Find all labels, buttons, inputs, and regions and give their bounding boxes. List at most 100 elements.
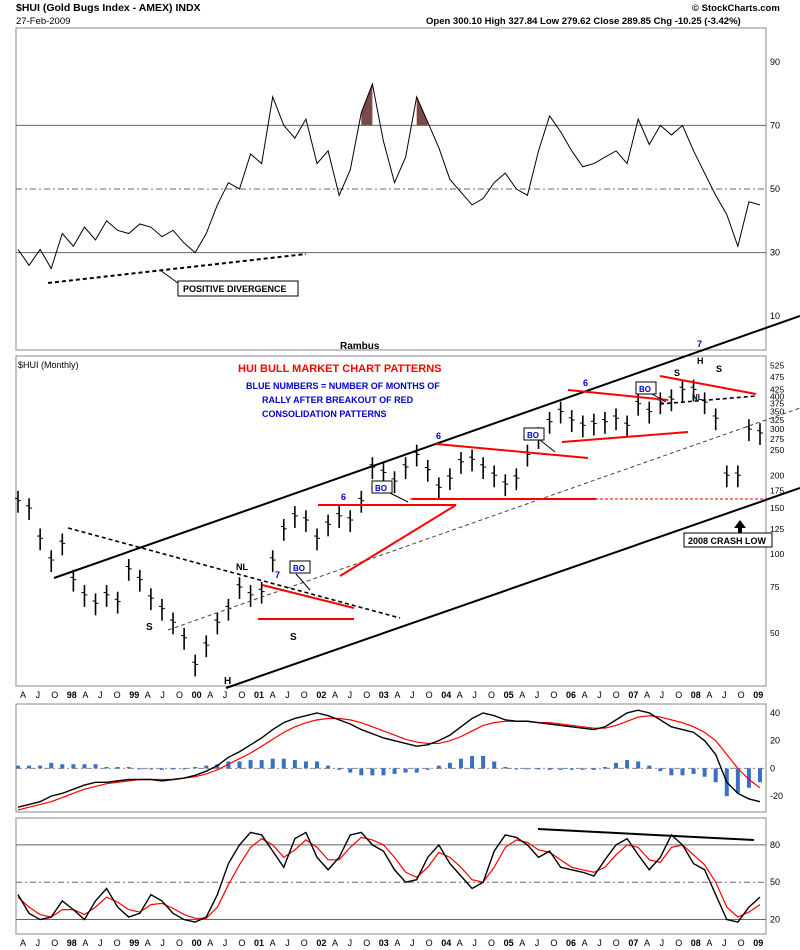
price-x-tick-label: A xyxy=(332,690,338,700)
macd-histogram-bar xyxy=(591,768,596,770)
price-x-tick-label: J xyxy=(597,690,602,700)
rsi-top-line xyxy=(17,82,761,270)
breakout-label: BO xyxy=(527,431,539,440)
price-tick-label: 475 xyxy=(770,372,784,382)
crash-low-box xyxy=(683,532,773,548)
rsi-bottom-panel-frame xyxy=(15,817,767,935)
breakout-box xyxy=(371,480,393,494)
rsi-bottom-x-tick-label: J xyxy=(36,938,41,948)
consolidation-pattern-line xyxy=(659,375,757,395)
rsi-bottom-x-tick-label: A xyxy=(519,938,525,948)
price-tick-label: 175 xyxy=(770,485,784,495)
macd-histogram-bar xyxy=(436,765,441,769)
price-x-tick-label: 98 xyxy=(67,690,77,700)
channel-upper-line xyxy=(53,315,800,579)
price-x-tick-label: J xyxy=(722,690,727,700)
bearish-divergence-line xyxy=(537,828,755,841)
price-tick-label: 525 xyxy=(770,360,784,370)
right-shoulder-label: S xyxy=(290,632,297,643)
price-layer: $HUI (Monthly)50751001251501752002502753… xyxy=(15,315,800,700)
crash-low-label: 2008 CRASH LOW xyxy=(688,536,767,546)
neckline-label-2008: NL xyxy=(692,393,703,402)
months-count-label: 6 xyxy=(583,378,588,388)
top-right-shoulder-label: S xyxy=(716,364,722,374)
macd-line xyxy=(17,709,761,808)
ohlc-readout: Open 300.10 High 327.84 Low 279.62 Close… xyxy=(426,16,741,27)
price-x-tick-label: 04 xyxy=(441,690,451,700)
price-tick-label: 325 xyxy=(770,415,784,425)
rsi-top-tick-label: 70 xyxy=(770,120,780,130)
price-x-tick-label: J xyxy=(160,690,165,700)
rsi-bottom-x-tick-label: 00 xyxy=(192,938,202,948)
rsi-bottom-x-tick-label: J xyxy=(285,938,290,948)
price-x-tick-label: J xyxy=(223,690,228,700)
price-tick-label: 50 xyxy=(770,628,780,638)
price-x-tick-label: O xyxy=(550,690,557,700)
price-x-tick-label: A xyxy=(644,690,650,700)
macd-histogram-bar xyxy=(569,768,574,770)
channel-mid-line xyxy=(167,407,800,631)
price-x-tick-label: O xyxy=(613,690,620,700)
rsi-top-tick-label: 30 xyxy=(770,248,780,258)
rsi-bottom-x-tick-label: 03 xyxy=(379,938,389,948)
price-x-tick-label: J xyxy=(410,690,415,700)
macd-histogram-bar xyxy=(625,760,630,769)
annotation-line-3: CONSOLIDATION PATTERNS xyxy=(262,409,387,419)
rsi-bottom-x-tick-label: J xyxy=(98,938,103,948)
top-head-label: H xyxy=(697,356,704,366)
macd-histogram-bar xyxy=(414,768,419,773)
macd-histogram-bar xyxy=(458,758,463,769)
rsi-bottom-x-tick-label: J xyxy=(597,938,602,948)
rsi-bottom-x-tick-label: A xyxy=(644,938,650,948)
macd-histogram-bar xyxy=(182,768,187,770)
rsi-bottom-tick-label: 20 xyxy=(770,915,780,925)
macd-histogram-bar xyxy=(447,762,452,769)
price-x-tick-label: O xyxy=(675,690,682,700)
rsi-bottom-x-tick-label: A xyxy=(394,938,400,948)
macd-tick-label: -20 xyxy=(770,791,783,801)
rsi-bottom-x-tick-label: J xyxy=(410,938,415,948)
breakout-pointer xyxy=(295,573,311,591)
macd-histogram-bar xyxy=(558,768,563,770)
macd-histogram-bar xyxy=(226,761,231,769)
macd-histogram-bar xyxy=(71,764,76,769)
price-panel-frame xyxy=(15,355,767,687)
rsi-bottom-x-tick-label: A xyxy=(207,938,213,948)
macd-histogram-bar xyxy=(204,765,209,769)
months-count-label: 6 xyxy=(436,431,441,441)
price-x-tick-label: O xyxy=(114,690,121,700)
rsi-bottom-x-tick-label: A xyxy=(145,938,151,948)
consolidation-pattern-line xyxy=(561,431,689,443)
price-x-tick-label: 07 xyxy=(628,690,638,700)
rsi-bottom-x-tick-label: O xyxy=(301,938,308,948)
rsi-bottom-x-tick-label: 04 xyxy=(441,938,451,948)
breakout-label: BO xyxy=(293,564,305,573)
consolidation-pattern-line xyxy=(435,443,589,459)
macd-histogram-bar xyxy=(148,768,153,770)
neckline-2008 xyxy=(659,395,757,405)
macd-histogram-bar xyxy=(735,768,740,794)
macd-histogram-bar xyxy=(680,768,685,776)
price-tick-label: 300 xyxy=(770,424,784,434)
macd-histogram-bar xyxy=(337,768,342,770)
macd-histogram-bar xyxy=(425,768,430,770)
rsi-bottom-x-tick-label: 01 xyxy=(254,938,264,948)
price-tick-label: 425 xyxy=(770,384,784,394)
stoch-signal-line xyxy=(17,836,761,919)
rsi-bottom-x-tick-label: O xyxy=(51,938,58,948)
breakout-label: BO xyxy=(375,484,387,493)
macd-histogram-bar xyxy=(547,768,552,770)
rsi-bottom-x-tick-label: J xyxy=(722,938,727,948)
positive-divergence-box xyxy=(177,280,299,297)
price-x-tick-label: O xyxy=(488,690,495,700)
macd-histogram-bar xyxy=(713,768,718,783)
symbol-title: $HUI (Gold Bugs Index - AMEX) INDX xyxy=(16,2,201,14)
rambus-label: Rambus xyxy=(340,341,380,352)
macd-histogram-bar xyxy=(669,768,674,776)
months-count-label: 7 xyxy=(697,339,702,349)
rsi-bottom-x-tick-label: 06 xyxy=(566,938,576,948)
consolidation-pattern-line xyxy=(339,504,457,577)
rsi-bottom-x-tick-label: J xyxy=(348,938,353,948)
